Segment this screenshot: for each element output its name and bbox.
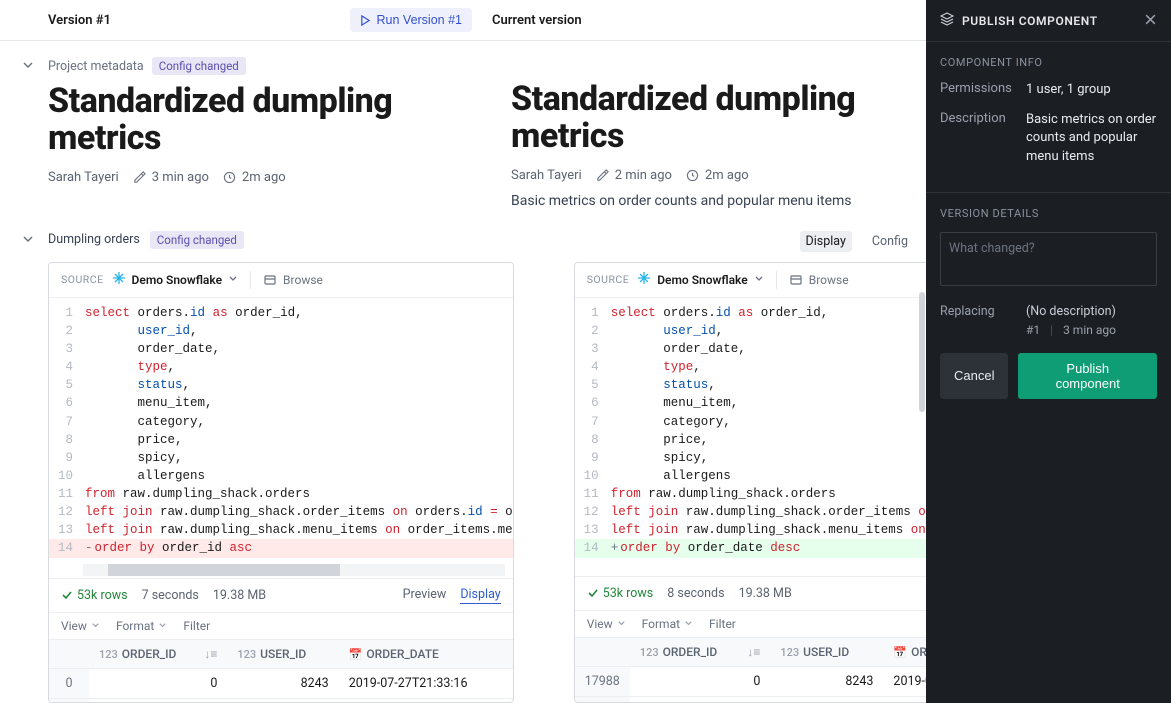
clock-icon bbox=[686, 168, 700, 182]
changelog-input[interactable] bbox=[940, 232, 1157, 286]
results-table[interactable]: 123ORDER_ID↓≡123USER_ID📅ORDER_DATE179880… bbox=[575, 637, 926, 703]
run-ago: 2m ago bbox=[242, 170, 286, 185]
chevron-down-icon bbox=[228, 273, 238, 287]
page-title: Standardized dumpling metrics bbox=[511, 81, 911, 156]
browse-button[interactable]: Browse bbox=[789, 273, 849, 287]
sidebar-title: PUBLISH COMPONENT bbox=[962, 14, 1098, 28]
format-menu[interactable]: Format bbox=[642, 617, 693, 631]
collapse-icon[interactable] bbox=[22, 59, 36, 73]
results-table[interactable]: 123ORDER_ID↓≡123USER_ID📅ORDER_DATE008243… bbox=[49, 639, 513, 703]
horizontal-scrollbar[interactable] bbox=[83, 564, 505, 576]
replacing-label: Replacing bbox=[940, 304, 1012, 319]
replacing-version: #1 bbox=[1026, 323, 1040, 337]
sql-editor[interactable]: 1select orders.id as order_id,2 user_id,… bbox=[49, 298, 513, 558]
breadcrumb: Project metadata bbox=[48, 59, 144, 74]
author-name: Sarah Tayeri bbox=[511, 168, 582, 183]
sql-editor[interactable]: 1select orders.id as order_id,2 user_id,… bbox=[575, 298, 926, 558]
browse-button[interactable]: Browse bbox=[263, 273, 323, 287]
layers-icon bbox=[940, 12, 954, 29]
tab-display[interactable]: Display bbox=[800, 231, 852, 252]
publish-sidebar: PUBLISH COMPONENT COMPONENT INFO Permiss… bbox=[926, 0, 1171, 703]
browse-icon bbox=[789, 273, 803, 287]
pencil-icon bbox=[133, 170, 147, 184]
publish-button[interactable]: Publish component bbox=[1018, 353, 1157, 399]
source-picker[interactable]: Demo Snowflake bbox=[637, 271, 764, 288]
view-menu[interactable]: View bbox=[587, 617, 626, 631]
tab-config[interactable]: Config bbox=[866, 231, 914, 252]
chevron-down-icon bbox=[684, 619, 693, 628]
format-menu[interactable]: Format bbox=[116, 619, 167, 633]
section-label: COMPONENT INFO bbox=[940, 56, 1157, 69]
permissions-value: 1 user, 1 group bbox=[1026, 81, 1111, 99]
version-label-left: Version #1 bbox=[48, 13, 111, 28]
run-size: 19.38 MB bbox=[213, 588, 266, 603]
filter-menu[interactable]: Filter bbox=[183, 619, 210, 633]
chevron-down-icon bbox=[617, 619, 626, 628]
replacing-time: 3 min ago bbox=[1063, 323, 1116, 337]
chevron-down-icon bbox=[91, 621, 100, 630]
run-time: 8 seconds bbox=[667, 586, 724, 601]
browse-icon bbox=[263, 273, 277, 287]
page-title: Standardized dumpling metrics bbox=[48, 83, 448, 158]
run-size: 19.38 MB bbox=[739, 586, 792, 601]
chevron-down-icon bbox=[158, 621, 167, 630]
clock-icon bbox=[223, 170, 237, 184]
chevron-down-icon bbox=[754, 273, 764, 287]
source-label: SOURCE bbox=[61, 273, 104, 286]
replacing-value: (No description) bbox=[1026, 304, 1116, 319]
source-label: SOURCE bbox=[587, 273, 630, 286]
run-version-button[interactable]: Run Version #1 bbox=[350, 8, 472, 32]
preview-tab[interactable]: Preview bbox=[403, 587, 447, 604]
permissions-label: Permissions bbox=[940, 81, 1012, 99]
version-label-right: Current version bbox=[492, 13, 582, 28]
source-picker[interactable]: Demo Snowflake bbox=[112, 271, 239, 288]
edited-ago: 3 min ago bbox=[152, 170, 209, 185]
author-name: Sarah Tayeri bbox=[48, 170, 119, 185]
topbar: Version #1 Run Version #1 Current versio… bbox=[0, 0, 926, 41]
run-success-icon: 53k rows bbox=[61, 588, 128, 603]
run-ago: 2m ago bbox=[705, 168, 749, 183]
run-time: 7 seconds bbox=[142, 588, 199, 603]
view-menu[interactable]: View bbox=[61, 619, 100, 633]
config-changed-badge: Config changed bbox=[152, 57, 246, 75]
display-tab[interactable]: Display bbox=[460, 587, 500, 604]
close-icon[interactable] bbox=[1144, 13, 1157, 29]
cancel-button[interactable]: Cancel bbox=[940, 353, 1008, 399]
snowflake-icon bbox=[112, 271, 126, 288]
snowflake-icon bbox=[637, 271, 651, 288]
filter-menu[interactable]: Filter bbox=[709, 617, 736, 631]
sql-cell-right: SOURCE Demo Snowflake Browse 1select bbox=[574, 262, 926, 703]
section-label: VERSION DETAILS bbox=[940, 207, 1157, 220]
description-value: Basic metrics on order counts and popula… bbox=[1026, 111, 1157, 166]
play-icon bbox=[360, 15, 371, 26]
description-label: Description bbox=[940, 111, 1012, 166]
collapse-icon[interactable] bbox=[22, 233, 36, 247]
run-success-icon: 53k rows bbox=[587, 586, 654, 601]
sql-cell-left: SOURCE Demo Snowflake Browse 1select bbox=[48, 262, 514, 703]
vertical-scrollbar[interactable] bbox=[918, 292, 926, 703]
config-changed-badge: Config changed bbox=[150, 231, 244, 249]
edited-ago: 2 min ago bbox=[615, 168, 672, 183]
cell-name: Dumpling orders bbox=[48, 232, 140, 247]
project-description: Basic metrics on order counts and popula… bbox=[511, 193, 916, 209]
pencil-icon bbox=[596, 168, 610, 182]
